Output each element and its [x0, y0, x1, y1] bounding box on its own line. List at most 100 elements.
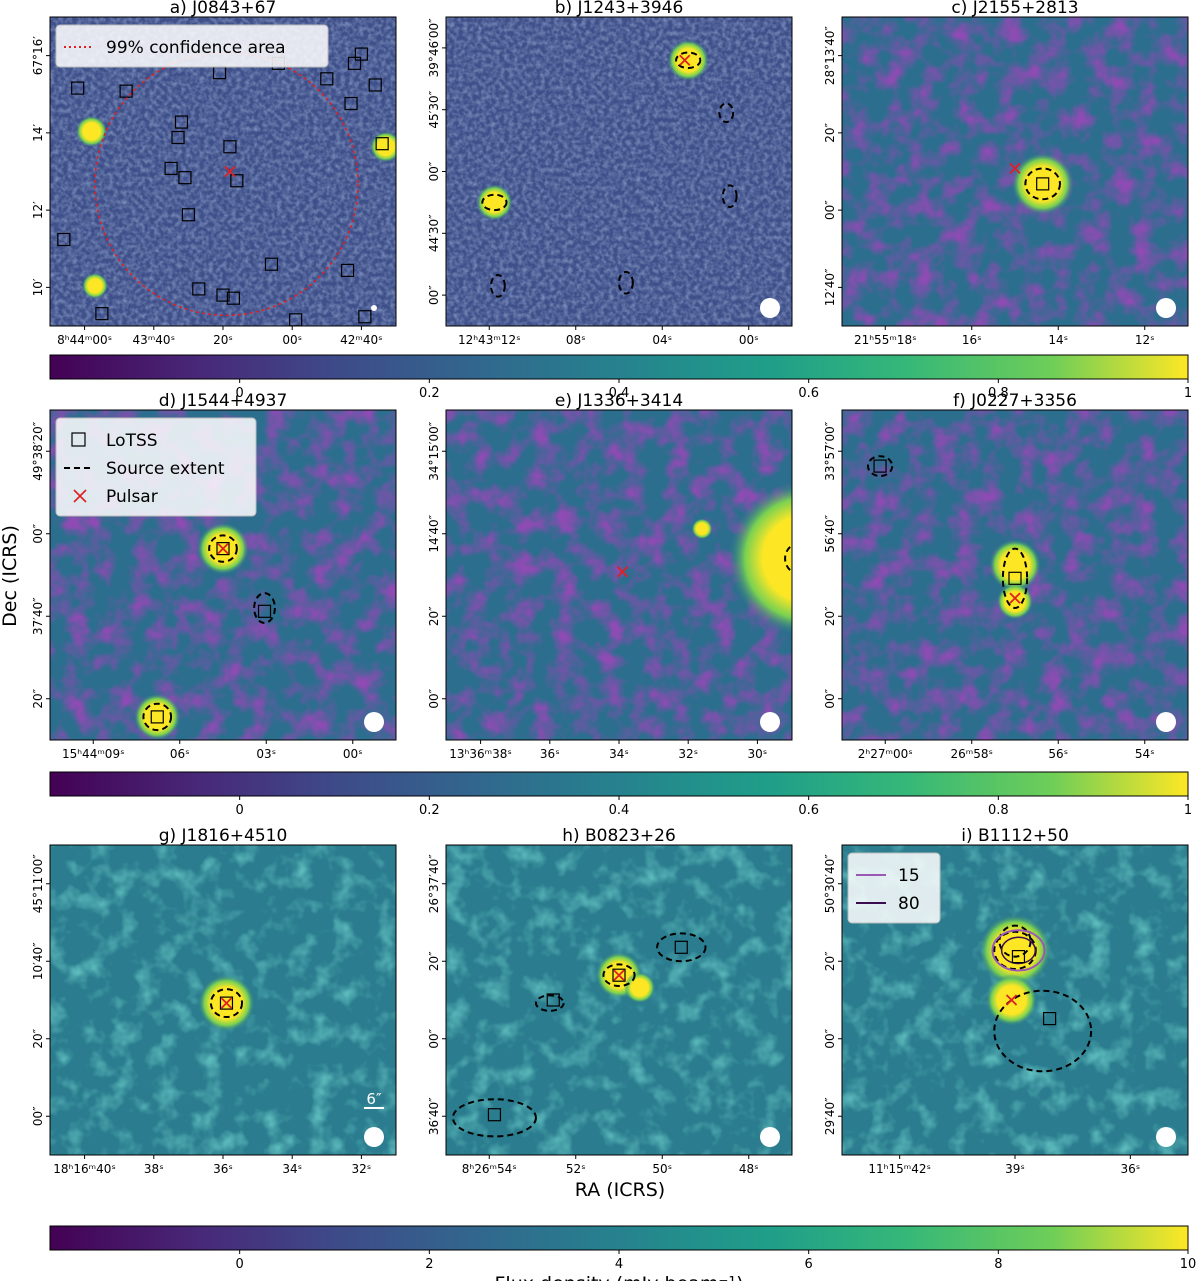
lotss-square	[320, 72, 334, 86]
y-tick-label: 00″	[31, 1106, 45, 1126]
colorbar-tick-label: 0.8	[988, 386, 1009, 401]
y-tick-label: 56′40″	[823, 514, 837, 552]
y-tick-label: 00″	[823, 688, 837, 708]
lotss-square	[171, 130, 185, 145]
y-tick-label: 49°38′20″	[31, 421, 45, 481]
source-extent-ellipse	[1001, 547, 1029, 609]
lotss-square	[216, 541, 230, 556]
y-tick-label: 14′	[31, 124, 45, 142]
lotss-square	[1008, 571, 1022, 585]
panel-frame	[841, 16, 1189, 327]
source-extent-ellipse	[993, 989, 1093, 1073]
y-tick-label: 29′40″	[823, 1097, 837, 1135]
y-tick-label: 44′30″	[427, 214, 441, 252]
panel-title: g) J1816+4510	[159, 826, 288, 846]
panel-image	[446, 17, 792, 326]
x-tick-label: 48ˢ	[739, 1162, 759, 1176]
colorbar-tick-label: 0	[236, 386, 244, 401]
x-tick-label: 52ˢ	[566, 1162, 586, 1176]
lotss-square	[178, 171, 192, 185]
y-tick-label: 34°15′00″	[427, 421, 441, 481]
colorbar-gradient	[49, 1225, 1189, 1251]
y-axis-label: Dec (ICRS)	[0, 525, 21, 627]
panel-image	[842, 17, 1188, 326]
bright-source	[728, 481, 792, 636]
colorbar-tick-label: 0.4	[609, 803, 630, 818]
pulsar-cross	[1009, 162, 1021, 175]
y-tick-label: 45°11′00″	[31, 854, 45, 914]
panel-1: a) J0843+67 67°16′ 14′ 12′ 10′ 8ʰ44ᵐ00ˢ 43ᵐ40ˢ…	[31, 0, 397, 347]
y-tick-label: 26°37′40″	[427, 854, 441, 914]
lotss-square	[57, 232, 71, 247]
x-tick-label: 12ʰ43ᵐ12ˢ	[458, 333, 521, 347]
bright-source	[1011, 152, 1074, 215]
x-tick-label: 00ˢ	[343, 747, 363, 761]
panel-image	[446, 845, 792, 1155]
lotss-square	[1042, 1011, 1057, 1026]
y-tick-label: 50°30′40″	[823, 854, 837, 914]
x-tick-label: 8ʰ26ᵐ54ˢ	[462, 1162, 517, 1176]
x-tick-label: 38ˢ	[144, 1162, 164, 1176]
panel-title: e) J1336+3414	[555, 391, 683, 411]
legend: 99% confidence area	[55, 24, 329, 68]
panel-title: h) B0823+26	[562, 826, 676, 846]
colorbar-gradient	[49, 354, 1189, 380]
x-axis-label: RA (ICRS)	[575, 1179, 665, 1201]
panel-3: c) J2155+2813 28°13′40″ 20″ 00″ 12′40″ 21ʰ55ᵐ…	[823, 0, 1189, 347]
y-tick-label: 20″	[427, 951, 441, 971]
y-tick-label: 20″	[31, 688, 45, 708]
lotss-square	[71, 81, 85, 95]
colorbar-tick-label: 8	[994, 1257, 1002, 1272]
x-tick-label: 42ᵐ40ˢ	[340, 333, 383, 347]
lotss-square	[358, 310, 372, 324]
bright-source	[370, 131, 396, 163]
source-extent-ellipse	[718, 102, 735, 124]
colorbar-tick-label: 4	[615, 1257, 623, 1272]
x-tick-label: 20ˢ	[213, 333, 233, 347]
lotss-square	[192, 282, 206, 296]
y-tick-label: 20″	[427, 606, 441, 626]
panel-frame	[49, 409, 397, 741]
panel-5: e) J1336+3414 34°15′00″ 14′40″ 20″ 00″ 13ʰ36ᵐ…	[427, 391, 793, 761]
source-extent-ellipse	[534, 994, 565, 1012]
panel-7: 6″ g) J1816+4510 45°11′00″ 10′40″ 20″ 00″ 18ʰ1…	[31, 826, 397, 1176]
x-tick-label: 36ˢ	[540, 747, 560, 761]
bright-source	[989, 539, 1041, 592]
lotss-square	[873, 459, 887, 473]
source-extent-ellipse	[721, 184, 738, 209]
y-tick-label: 33°57′00″	[823, 421, 837, 481]
x-tick-label: 32ˢ	[678, 747, 698, 761]
x-tick-label: 08ˢ	[566, 333, 586, 347]
colorbar-tick-label: 1	[1184, 386, 1192, 401]
y-tick-label: 14′40″	[427, 514, 441, 552]
y-tick-label: 20″	[823, 122, 837, 142]
beam-marker	[760, 712, 780, 732]
x-tick-label: 39ˢ	[1005, 1162, 1025, 1176]
y-tick-label: 00″	[427, 285, 441, 305]
legend-box	[55, 24, 329, 68]
pulsar-cross	[217, 542, 229, 555]
image-noise	[446, 845, 792, 1155]
legend-label: 80	[898, 894, 920, 914]
colorbar-tick-label: 0.6	[798, 386, 819, 401]
beam-marker	[760, 298, 780, 318]
panel-image	[50, 17, 396, 326]
x-tick-label: 14ˢ	[1048, 333, 1068, 347]
x-tick-label: 56ˢ	[1048, 747, 1068, 761]
lotss-square	[340, 263, 355, 277]
legend-square	[71, 432, 86, 447]
panel-4: d) J1544+4937 49°38′20″ 00″ 37′40″ 20″ 15ʰ44ᵐ…	[31, 391, 397, 761]
legend-cross	[73, 489, 87, 503]
source-extent-ellipse	[602, 963, 636, 988]
colorbar-1: 0 0.2 0.4 0.6 0.8 1	[49, 354, 1192, 401]
x-tick-label: 21ʰ55ᵐ18ˢ	[854, 333, 917, 347]
y-tick-label: 36′40″	[427, 1097, 441, 1135]
contour-15	[991, 929, 1046, 972]
lotss-square	[150, 710, 164, 724]
image-noise	[446, 17, 792, 326]
lotss-square	[257, 604, 272, 618]
lotss-square	[546, 993, 560, 1007]
legend: LoTSS Source extent Pulsar	[55, 417, 257, 517]
x-tick-label: 30ˢ	[748, 747, 768, 761]
